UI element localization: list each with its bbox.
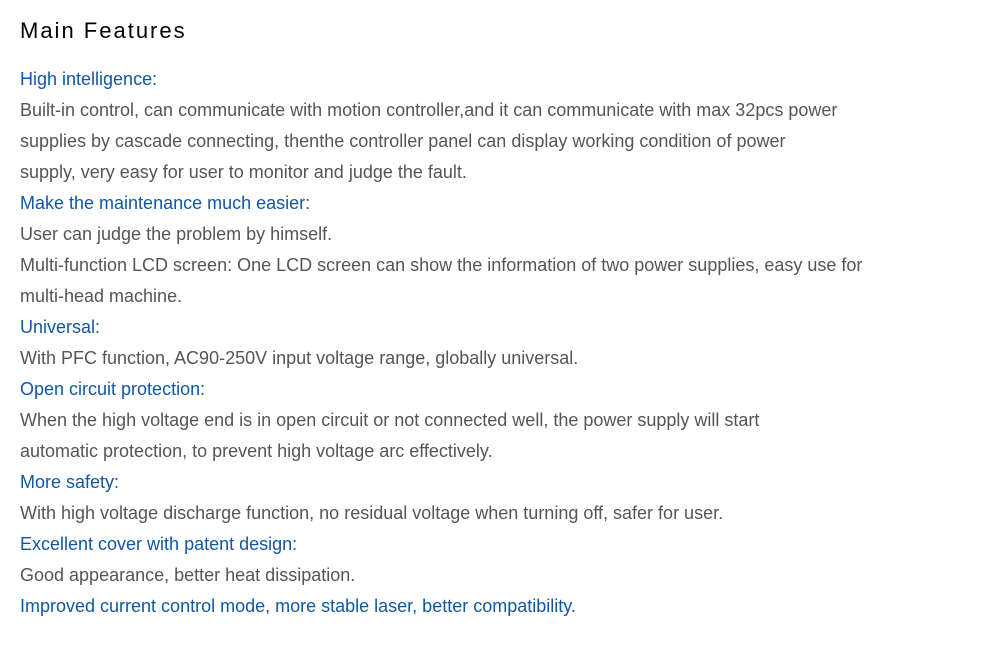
feature-body-line: Good appearance, better heat dissipation… bbox=[20, 560, 980, 591]
feature-block: Universal: With PFC function, AC90-250V … bbox=[20, 312, 980, 374]
feature-block: Excellent cover with patent design: Good… bbox=[20, 529, 980, 591]
features-page: Main Features High intelligence: Built-i… bbox=[0, 0, 1000, 632]
feature-body-line: User can judge the problem by himself. bbox=[20, 219, 980, 250]
feature-body-line: automatic protection, to prevent high vo… bbox=[20, 436, 980, 467]
feature-block: Open circuit protection: When the high v… bbox=[20, 374, 980, 467]
feature-block: High intelligence: Built-in control, can… bbox=[20, 64, 980, 188]
feature-heading: Make the maintenance much easier: bbox=[20, 188, 980, 219]
feature-body-line: supply, very easy for user to monitor an… bbox=[20, 157, 980, 188]
feature-body-line: With PFC function, AC90-250V input volta… bbox=[20, 343, 980, 374]
feature-heading: More safety: bbox=[20, 467, 980, 498]
feature-heading: Universal: bbox=[20, 312, 980, 343]
feature-heading: High intelligence: bbox=[20, 64, 980, 95]
feature-heading: Improved current control mode, more stab… bbox=[20, 591, 980, 622]
page-title: Main Features bbox=[20, 18, 980, 44]
feature-body-line: With high voltage discharge function, no… bbox=[20, 498, 980, 529]
feature-body-line: Built-in control, can communicate with m… bbox=[20, 95, 980, 126]
feature-body-line: When the high voltage end is in open cir… bbox=[20, 405, 980, 436]
feature-heading: Excellent cover with patent design: bbox=[20, 529, 980, 560]
feature-block: Improved current control mode, more stab… bbox=[20, 591, 980, 622]
feature-block: More safety: With high voltage discharge… bbox=[20, 467, 980, 529]
feature-heading: Open circuit protection: bbox=[20, 374, 980, 405]
feature-body-line: Multi-function LCD screen: One LCD scree… bbox=[20, 250, 980, 281]
feature-body-line: supplies by cascade connecting, thenthe … bbox=[20, 126, 980, 157]
feature-block: Make the maintenance much easier: User c… bbox=[20, 188, 980, 312]
feature-body-line: multi-head machine. bbox=[20, 281, 980, 312]
